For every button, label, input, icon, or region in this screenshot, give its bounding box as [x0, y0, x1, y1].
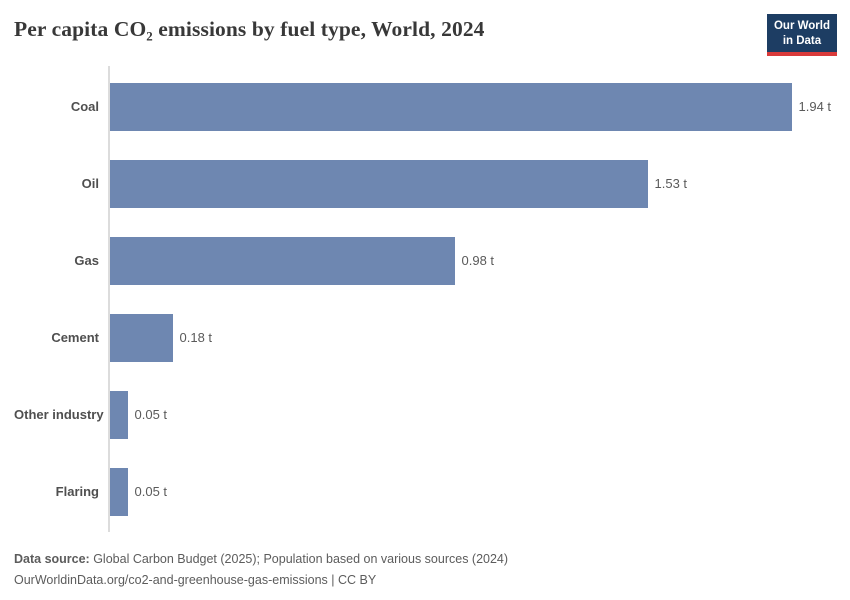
y-axis-line	[108, 65, 110, 532]
owid-logo[interactable]: Our World in Data	[766, 14, 837, 56]
bar[interactable]	[109, 313, 173, 362]
value-label: 0.05 t	[134, 484, 168, 500]
data-source-label: Data source:	[14, 551, 90, 566]
category-label: Other industry	[14, 407, 104, 423]
chart-footer: Data source: Global Carbon Budget (2025)…	[14, 549, 836, 591]
data-source-line: Data source: Global Carbon Budget (2025)…	[14, 549, 836, 570]
chart-title: Per capita CO₂ emissions by fuel type, W…	[14, 17, 485, 41]
bar-row[interactable]: Gas 0.98 t	[14, 236, 836, 285]
bar-row[interactable]: Cement 0.18 t	[14, 313, 836, 362]
bar-row[interactable]: Coal 1.94 t	[14, 82, 836, 131]
attribution-line: OurWorldinData.org/co2-and-greenhouse-ga…	[14, 570, 836, 591]
owid-logo-line1: Our World	[773, 20, 830, 32]
attribution-link[interactable]: OurWorldinData.org/co2-and-greenhouse-ga…	[14, 572, 377, 587]
value-label: 1.94 t	[798, 99, 832, 115]
data-source-text: Global Carbon Budget (2025); Population …	[89, 551, 509, 566]
value-label: 1.53 t	[654, 176, 688, 192]
bar[interactable]	[109, 467, 128, 516]
category-label: Flaring	[55, 484, 99, 500]
owid-logo-line2: in Data	[782, 34, 822, 47]
value-label: 0.18 t	[179, 330, 213, 346]
bar-chart: Coal 1.94 t Oil 1.53 t Gas 0.98 t Cement…	[14, 65, 836, 545]
category-label: Coal	[70, 99, 99, 115]
bar[interactable]	[109, 82, 792, 131]
category-label: Oil	[81, 176, 99, 192]
bar[interactable]	[109, 159, 648, 208]
bar-row[interactable]: Flaring 0.05 t	[14, 467, 836, 516]
bar-row[interactable]: Oil 1.53 t	[14, 159, 836, 208]
bar-row[interactable]: Other industry 0.05 t	[14, 390, 836, 439]
category-label: Cement	[51, 330, 99, 346]
bar[interactable]	[109, 390, 128, 439]
value-label: 0.05 t	[134, 407, 168, 423]
category-label: Gas	[74, 253, 99, 269]
chart-header: Per capita CO₂ emissions by fuel type, W…	[0, 0, 850, 43]
value-label: 0.98 t	[461, 253, 495, 269]
bar[interactable]	[109, 236, 455, 285]
